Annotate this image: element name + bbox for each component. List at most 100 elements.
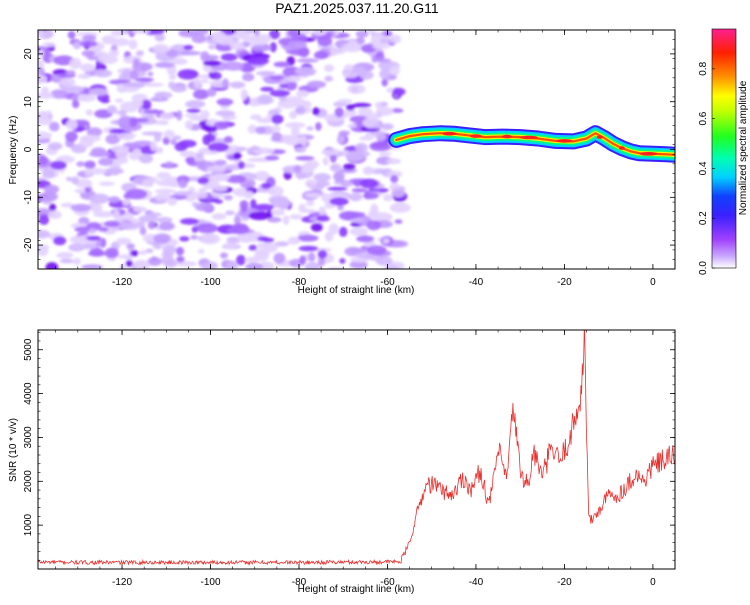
noise-blob: [359, 70, 374, 80]
noise-blob: [156, 216, 173, 224]
noise-blob: [234, 215, 241, 225]
noise-blob: [132, 118, 149, 123]
x-tick-label: -40: [469, 277, 484, 288]
noise-blob: [248, 211, 271, 221]
noise-blob: [318, 206, 327, 216]
noise-blob: [74, 188, 86, 194]
noise-blob: [316, 215, 330, 222]
noise-blob: [210, 150, 218, 155]
noise-blob: [115, 98, 124, 103]
x-tick-label: -60: [380, 277, 395, 288]
noise-blob: [132, 148, 142, 156]
noise-blob: [178, 139, 197, 148]
noise-blob: [166, 49, 179, 58]
noise-blob: [200, 51, 210, 62]
noise-blob: [196, 223, 218, 234]
noise-blob: [103, 167, 124, 175]
noise-blob: [38, 67, 45, 75]
y-tick-label: 20: [23, 48, 34, 60]
noise-blob: [167, 197, 178, 206]
noise-blob: [176, 256, 185, 263]
noise-blob: [270, 126, 282, 132]
noise-blob: [389, 202, 411, 213]
noise-blob: [159, 112, 175, 120]
noise-blob: [129, 69, 139, 80]
noise-blob: [229, 81, 246, 89]
noise-blob: [65, 119, 78, 131]
noise-blob: [236, 254, 246, 266]
noise-blob: [71, 93, 79, 103]
noise-blob: [282, 215, 290, 226]
noise-blob: [348, 248, 367, 253]
spectrogram-y-label: Frequency (Hz): [8, 116, 19, 185]
noise-blob: [306, 126, 314, 131]
noise-blob: [195, 152, 204, 159]
noise-blob: [271, 209, 285, 216]
noise-blob: [133, 206, 147, 213]
noise-blob: [381, 78, 389, 87]
noise-blob: [154, 33, 166, 42]
ridge-peak: [501, 134, 512, 139]
noise-blob: [38, 208, 52, 215]
noise-blob: [79, 134, 102, 142]
noise-blob: [270, 196, 290, 208]
noise-blob: [344, 64, 355, 71]
noise-blob: [153, 233, 172, 244]
noise-blob: [38, 155, 48, 166]
noise-blob: [175, 246, 185, 256]
noise-blob: [273, 61, 291, 68]
noise-blob: [327, 186, 348, 191]
noise-blob: [116, 237, 132, 245]
noise-blob: [390, 34, 402, 44]
noise-blob: [240, 205, 248, 213]
noise-blob: [59, 258, 75, 264]
noise-blob: [289, 110, 298, 120]
noise-blob: [118, 222, 139, 229]
colorbar-label: Normalized spectral amplitude: [738, 80, 749, 215]
noise-blob: [273, 252, 286, 264]
noise-blob: [48, 210, 62, 220]
noise-blob: [345, 211, 366, 218]
noise-blob: [382, 238, 390, 244]
noise-blob: [290, 127, 300, 136]
noise-blob: [177, 69, 199, 80]
noise-blob: [140, 63, 150, 72]
spectrogram-x-label: Height of straight line (km): [298, 285, 415, 296]
ridge-peak: [442, 131, 457, 136]
noise-blob: [156, 179, 178, 187]
noise-blob: [283, 135, 303, 146]
noise-blob: [305, 179, 317, 188]
ridge-peak: [520, 135, 538, 140]
noise-blob: [185, 156, 195, 164]
snr-y-ticks: 1000 2000 3000 4000 5000: [23, 331, 675, 561]
noise-blob: [165, 161, 173, 167]
noise-blob: [337, 99, 353, 104]
noise-blob: [179, 150, 197, 158]
colorbar-tick-label: 0.0: [698, 261, 709, 275]
noise-blob: [147, 71, 154, 77]
noise-blob: [225, 210, 235, 216]
noise-blob: [206, 88, 217, 97]
noise-blob: [300, 163, 317, 171]
noise-blob: [349, 115, 368, 123]
snr-x-ticks: -120 -100 -80 -60 -40 -20 0: [55, 330, 676, 588]
noise-blob: [38, 244, 50, 250]
noise-blob: [235, 146, 248, 152]
noise-blob: [373, 123, 384, 129]
noise-blob: [158, 222, 175, 231]
ridge-peak: [596, 135, 603, 139]
noise-blob: [176, 110, 183, 121]
noise-blob: [306, 80, 327, 89]
noise-blob: [329, 153, 337, 163]
y-tick-label: 0: [23, 146, 34, 152]
noise-blob: [344, 108, 357, 117]
x-tick-label: -120: [112, 577, 132, 588]
noise-blob: [86, 235, 101, 241]
noise-blob: [50, 160, 67, 170]
x-tick-label: 0: [650, 577, 656, 588]
x-tick-label: -20: [557, 277, 572, 288]
noise-blob: [355, 30, 369, 38]
noise-blob: [72, 100, 80, 109]
noise-blob: [380, 123, 394, 131]
